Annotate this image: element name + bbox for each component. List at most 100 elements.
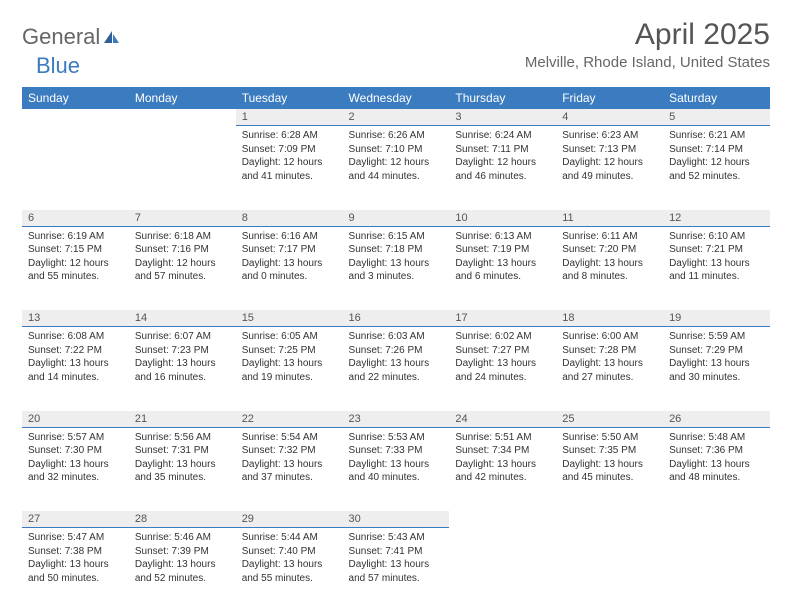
sunset-text: Sunset: 7:23 PM — [135, 344, 230, 358]
day-number-cell: 9 — [343, 210, 450, 227]
daylight-text: Daylight: 12 hours — [135, 257, 230, 271]
day-number-cell: 23 — [343, 411, 450, 428]
day-number-cell: 2 — [343, 109, 450, 126]
daylight-text: Daylight: 13 hours — [455, 458, 550, 472]
daylight-text: and 0 minutes. — [242, 270, 337, 284]
sunrise-text: Sunrise: 6:00 AM — [562, 330, 657, 344]
sunset-text: Sunset: 7:27 PM — [455, 344, 550, 358]
day-number-cell — [663, 511, 770, 528]
day-number: 18 — [562, 312, 574, 324]
day-number-cell: 3 — [449, 109, 556, 126]
day-number-cell — [556, 511, 663, 528]
sunrise-text: Sunrise: 6:05 AM — [242, 330, 337, 344]
day-content-cell: Sunrise: 5:53 AMSunset: 7:33 PMDaylight:… — [343, 427, 450, 511]
day-number-cell — [449, 511, 556, 528]
day-number: 3 — [455, 111, 461, 123]
sunset-text: Sunset: 7:35 PM — [562, 444, 657, 458]
day-number: 23 — [349, 413, 361, 425]
sunset-text: Sunset: 7:31 PM — [135, 444, 230, 458]
day-number-cell — [129, 109, 236, 126]
day-content-cell — [556, 528, 663, 612]
sunset-text: Sunset: 7:19 PM — [455, 243, 550, 257]
day-number: 11 — [562, 212, 573, 224]
brand-text-2: Blue — [22, 53, 80, 79]
sunrise-text: Sunrise: 5:59 AM — [669, 330, 764, 344]
daylight-text: and 32 minutes. — [28, 471, 123, 485]
daylight-text: and 40 minutes. — [349, 471, 444, 485]
day-content-cell: Sunrise: 5:46 AMSunset: 7:39 PMDaylight:… — [129, 528, 236, 612]
daylight-text: and 55 minutes. — [242, 572, 337, 586]
daylight-text: and 57 minutes. — [349, 572, 444, 586]
day-number-row: 12345 — [22, 109, 770, 126]
sunset-text: Sunset: 7:40 PM — [242, 545, 337, 559]
day-number: 4 — [562, 111, 568, 123]
sunrise-text: Sunrise: 6:07 AM — [135, 330, 230, 344]
sunrise-text: Sunrise: 5:44 AM — [242, 531, 337, 545]
day-content-cell: Sunrise: 6:28 AMSunset: 7:09 PMDaylight:… — [236, 126, 343, 210]
daylight-text: and 55 minutes. — [28, 270, 123, 284]
day-number-row: 6789101112 — [22, 210, 770, 227]
day-number-cell: 6 — [22, 210, 129, 227]
daylight-text: Daylight: 13 hours — [349, 257, 444, 271]
daylight-text: Daylight: 13 hours — [562, 458, 657, 472]
sunrise-text: Sunrise: 5:51 AM — [455, 431, 550, 445]
sunrise-text: Sunrise: 6:26 AM — [349, 129, 444, 143]
daylight-text: Daylight: 13 hours — [28, 558, 123, 572]
sunrise-text: Sunrise: 5:47 AM — [28, 531, 123, 545]
day-number-cell: 1 — [236, 109, 343, 126]
daylight-text: Daylight: 13 hours — [135, 558, 230, 572]
weekday-header: Sunday — [22, 87, 129, 109]
day-content-cell: Sunrise: 6:00 AMSunset: 7:28 PMDaylight:… — [556, 327, 663, 411]
day-content-cell: Sunrise: 6:18 AMSunset: 7:16 PMDaylight:… — [129, 226, 236, 310]
daylight-text: Daylight: 13 hours — [135, 458, 230, 472]
daylight-text: Daylight: 13 hours — [562, 357, 657, 371]
sunset-text: Sunset: 7:14 PM — [669, 143, 764, 157]
day-number: 14 — [135, 312, 147, 324]
calendar-table: Sunday Monday Tuesday Wednesday Thursday… — [22, 87, 770, 612]
sunset-text: Sunset: 7:33 PM — [349, 444, 444, 458]
daylight-text: and 8 minutes. — [562, 270, 657, 284]
daylight-text: and 46 minutes. — [455, 170, 550, 184]
day-number-row: 13141516171819 — [22, 310, 770, 327]
day-number-cell: 15 — [236, 310, 343, 327]
day-content-cell: Sunrise: 6:07 AMSunset: 7:23 PMDaylight:… — [129, 327, 236, 411]
day-content-cell: Sunrise: 5:59 AMSunset: 7:29 PMDaylight:… — [663, 327, 770, 411]
day-number: 21 — [135, 413, 147, 425]
daylight-text: Daylight: 12 hours — [242, 156, 337, 170]
day-number-cell: 29 — [236, 511, 343, 528]
day-content-cell: Sunrise: 6:08 AMSunset: 7:22 PMDaylight:… — [22, 327, 129, 411]
day-number-cell: 21 — [129, 411, 236, 428]
weekday-header: Tuesday — [236, 87, 343, 109]
day-number-cell: 14 — [129, 310, 236, 327]
daylight-text: and 30 minutes. — [669, 371, 764, 385]
sunset-text: Sunset: 7:09 PM — [242, 143, 337, 157]
sunrise-text: Sunrise: 6:15 AM — [349, 230, 444, 244]
day-number: 30 — [349, 513, 361, 525]
day-number-cell: 25 — [556, 411, 663, 428]
sail-icon — [102, 29, 120, 45]
brand-logo: General — [22, 18, 121, 50]
sunrise-text: Sunrise: 5:43 AM — [349, 531, 444, 545]
day-number: 26 — [669, 413, 681, 425]
day-number: 7 — [135, 212, 141, 224]
sunset-text: Sunset: 7:17 PM — [242, 243, 337, 257]
sunrise-text: Sunrise: 6:08 AM — [28, 330, 123, 344]
day-content-cell: Sunrise: 5:54 AMSunset: 7:32 PMDaylight:… — [236, 427, 343, 511]
day-number: 8 — [242, 212, 248, 224]
daylight-text: Daylight: 13 hours — [669, 357, 764, 371]
day-content-cell: Sunrise: 6:05 AMSunset: 7:25 PMDaylight:… — [236, 327, 343, 411]
day-content-cell: Sunrise: 6:13 AMSunset: 7:19 PMDaylight:… — [449, 226, 556, 310]
day-content-cell: Sunrise: 6:24 AMSunset: 7:11 PMDaylight:… — [449, 126, 556, 210]
sunrise-text: Sunrise: 5:53 AM — [349, 431, 444, 445]
location-text: Melville, Rhode Island, United States — [525, 54, 770, 71]
day-content-cell: Sunrise: 6:26 AMSunset: 7:10 PMDaylight:… — [343, 126, 450, 210]
sunrise-text: Sunrise: 6:18 AM — [135, 230, 230, 244]
daylight-text: and 6 minutes. — [455, 270, 550, 284]
day-content-cell: Sunrise: 6:16 AMSunset: 7:17 PMDaylight:… — [236, 226, 343, 310]
weekday-header: Wednesday — [343, 87, 450, 109]
sunset-text: Sunset: 7:34 PM — [455, 444, 550, 458]
day-number-row: 20212223242526 — [22, 411, 770, 428]
day-content-cell — [22, 126, 129, 210]
daylight-text: and 41 minutes. — [242, 170, 337, 184]
daylight-text: and 52 minutes. — [135, 572, 230, 586]
